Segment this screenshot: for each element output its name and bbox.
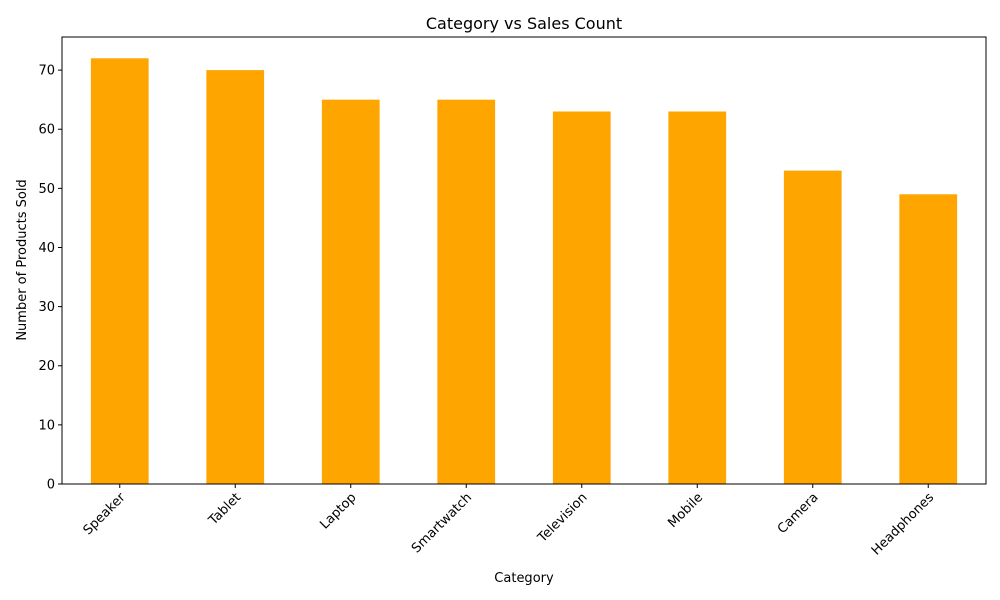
y-tick-label: 40 — [38, 241, 55, 256]
x-tick-label: Mobile — [665, 490, 706, 531]
y-tick-label: 50 — [38, 182, 55, 197]
y-tick-label: 60 — [38, 123, 55, 138]
x-tick-label: Headphones — [869, 490, 937, 558]
x-tick-label: Smartwatch — [409, 490, 475, 556]
y-tick-label: 10 — [38, 418, 55, 433]
bar-television — [552, 111, 611, 484]
bar-tablet — [206, 70, 265, 484]
y-axis-ticks: 0 10 20 30 40 50 60 70 — [38, 64, 62, 493]
plot-frame — [61, 36, 987, 485]
bar-mobile — [668, 111, 727, 484]
x-tick-label: Tablet — [205, 490, 244, 529]
x-axis-label: Category — [494, 571, 554, 586]
x-tick-label: Television — [535, 490, 591, 546]
y-tick-label: 70 — [38, 64, 55, 79]
bar-smartwatch — [437, 99, 496, 484]
bar-camera — [783, 170, 842, 484]
y-tick-label: 0 — [47, 478, 55, 493]
bar-speaker — [90, 58, 149, 485]
bars-group — [90, 58, 958, 485]
chart-title: Category vs Sales Count — [426, 14, 622, 33]
x-axis-ticks: Speaker Tablet Laptop Smartwatch Television M… — [81, 484, 937, 558]
x-tick-label: Laptop — [317, 490, 359, 532]
x-tick-label: Speaker — [81, 490, 129, 538]
y-axis-label: Number of Products Sold — [15, 179, 30, 340]
bar-headphones — [899, 194, 958, 484]
y-tick-label: 20 — [38, 359, 55, 374]
y-tick-label: 30 — [38, 300, 55, 315]
bar-laptop — [321, 99, 380, 484]
x-tick-label: Camera — [775, 490, 822, 537]
